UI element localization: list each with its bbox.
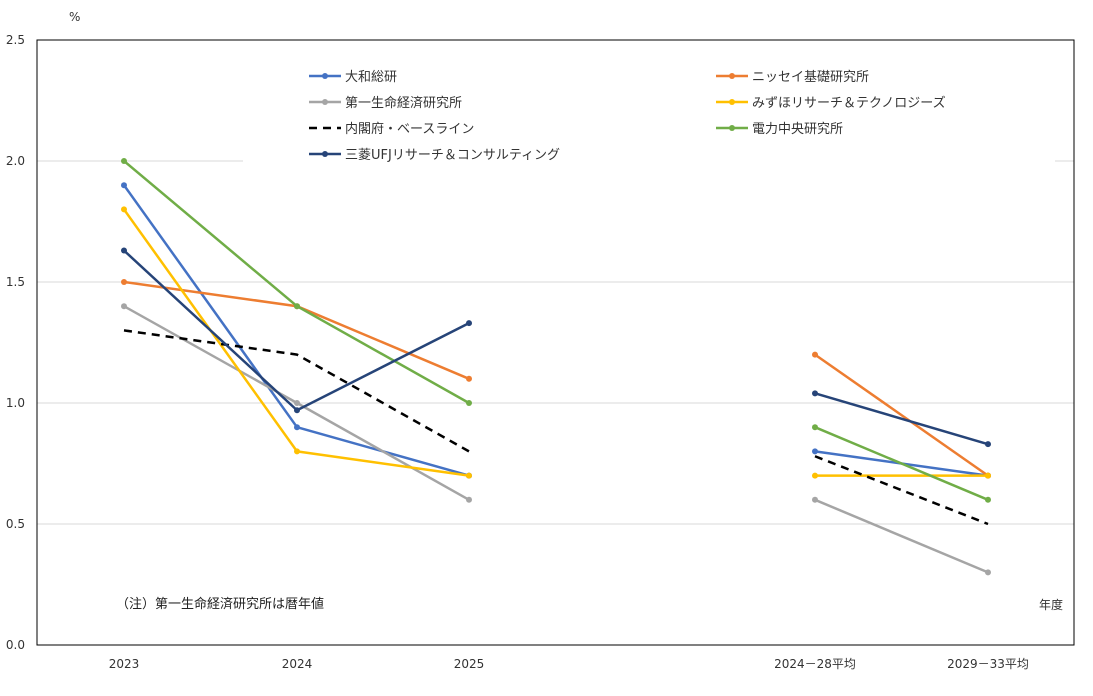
legend-label: 大和総研 (345, 70, 397, 85)
data-point (812, 390, 818, 397)
data-point (466, 400, 472, 406)
data-point (121, 182, 127, 189)
data-point (121, 303, 127, 310)
data-point (294, 424, 300, 431)
series-line (123, 280, 470, 380)
series-line (122, 184, 470, 477)
y-tick-label: 2.0 (6, 154, 25, 168)
series-line (123, 329, 470, 453)
data-point (121, 206, 127, 213)
legend-marker (322, 99, 328, 105)
legend-marker (322, 151, 328, 157)
legend-marker (729, 125, 735, 131)
y-axis-unit: % (69, 10, 80, 24)
series-line (814, 392, 989, 446)
legend-label: 第一生命経済研究所 (345, 95, 462, 111)
x-axis-unit: 年度 (1039, 597, 1063, 612)
legend-label: 内閣府・ベースライン (345, 121, 474, 137)
data-point (812, 448, 818, 455)
legend-label: ニッセイ基礎研究所 (752, 70, 869, 85)
data-point (812, 496, 818, 503)
data-point (985, 496, 991, 503)
series-line (814, 455, 989, 526)
y-tick-label: 0.0 (6, 638, 25, 652)
series-line (814, 353, 989, 477)
data-point (812, 472, 818, 479)
data-point (985, 569, 991, 576)
series-line (814, 426, 989, 501)
series-line (122, 208, 470, 477)
legend-label: みずほリサーチ＆テクノロジーズ (752, 95, 946, 111)
legend-background (243, 60, 1055, 173)
series-lines (121, 158, 991, 576)
legend-label: 三菱UFJリサーチ＆コンサルティング (345, 148, 560, 163)
legend-marker (729, 99, 735, 105)
data-point (466, 472, 472, 479)
legend-marker (729, 73, 735, 79)
x-tick-label: 2023 (109, 657, 140, 671)
x-tick-label: 2024－28平均 (774, 657, 856, 671)
y-tick-label: 2.5 (6, 33, 25, 47)
data-point (466, 375, 472, 382)
data-point (294, 448, 300, 455)
y-tick-label: 1.5 (6, 275, 25, 289)
data-point (985, 472, 991, 479)
data-point (466, 320, 472, 327)
legend-label: 電力中央研究所 (752, 122, 843, 137)
data-point (812, 424, 818, 431)
data-point (121, 158, 127, 164)
y-tick-label: 1.0 (6, 396, 25, 410)
data-point (985, 441, 991, 448)
data-point (812, 351, 818, 358)
data-point (294, 303, 300, 310)
data-point (121, 279, 127, 285)
y-tick-label: 0.5 (6, 517, 25, 531)
data-point (121, 247, 127, 254)
data-point (294, 407, 300, 414)
x-tick-label: 2025 (454, 657, 485, 671)
x-tick-labels: 2023 2024 2025 2024－28平均 2029－33平均 (109, 657, 1029, 671)
chart-note: （注）第一生命経済研究所は暦年値 (116, 596, 324, 612)
data-point (466, 496, 472, 503)
x-tick-label: 2024 (282, 657, 313, 671)
y-tick-labels: 0.0 0.5 1.0 1.5 2.0 2.5 (6, 33, 25, 652)
plot-frame (36, 39, 1075, 646)
x-tick-label: 2029－33平均 (947, 657, 1029, 671)
legend-marker (322, 73, 328, 79)
data-point (294, 400, 300, 406)
series-line (123, 249, 470, 412)
series-line (814, 498, 989, 574)
